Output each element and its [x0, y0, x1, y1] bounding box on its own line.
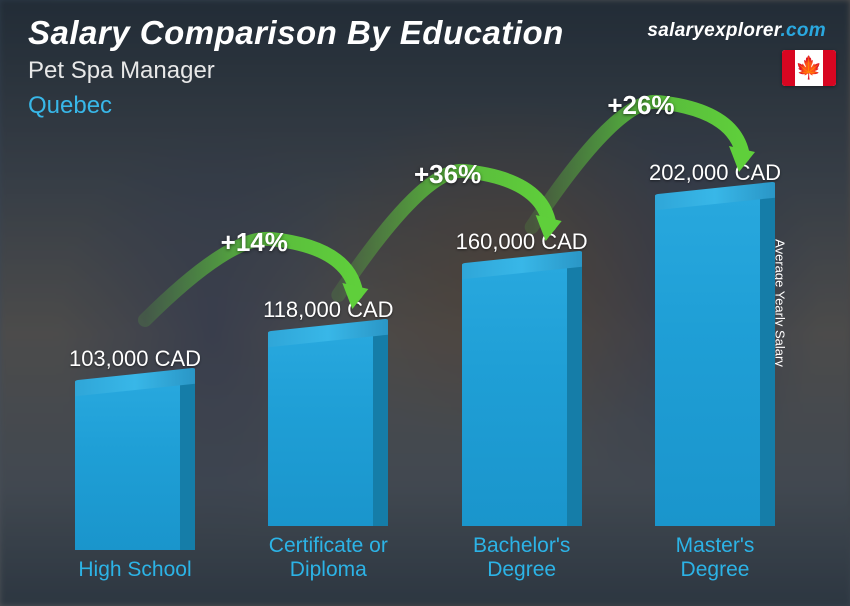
bar-column: 202,000 CAD Master's Degree — [630, 160, 800, 582]
bar-x-label: Bachelor's Degree — [473, 534, 570, 582]
maple-leaf-icon: 🍁 — [795, 57, 822, 79]
content-root: Salary Comparison By Education Pet Spa M… — [0, 0, 850, 606]
brand-logo: salaryexplorer.com — [647, 20, 826, 42]
bar-front-face — [462, 265, 582, 526]
bar-column: 160,000 CAD Bachelor's Degree — [437, 229, 607, 582]
bar-chart: 103,000 CAD High School 118,000 CAD Certifi… — [50, 130, 800, 582]
bar-column: 103,000 CAD High School — [50, 346, 220, 582]
location: Quebec — [28, 92, 112, 120]
bar — [462, 265, 582, 526]
increase-pct-label: +36% — [414, 159, 481, 190]
bar-x-label: Master's Degree — [676, 534, 755, 582]
bar-x-label: Certificate or Diploma — [269, 534, 388, 582]
job-title: Pet Spa Manager — [28, 57, 215, 85]
page-title: Salary Comparison By Education — [28, 14, 564, 52]
bar-value-label: 103,000 CAD — [69, 346, 201, 372]
bar — [268, 333, 388, 526]
brand-domain: .com — [780, 20, 826, 41]
bar-front-face — [75, 382, 195, 550]
bar-front-face — [655, 196, 775, 526]
bar — [75, 382, 195, 550]
bar-value-label: 160,000 CAD — [456, 229, 588, 255]
brand-name: salaryexplorer — [647, 20, 780, 41]
bar-column: 118,000 CAD Certificate or Diploma — [243, 297, 413, 582]
bar-value-label: 202,000 CAD — [649, 160, 781, 186]
bar — [655, 196, 775, 526]
increase-pct-label: +26% — [607, 90, 674, 121]
bar-front-face — [268, 333, 388, 526]
increase-pct-label: +14% — [221, 227, 288, 258]
flag-canada: 🍁 — [782, 50, 836, 86]
bar-x-label: High School — [78, 558, 191, 582]
bar-value-label: 118,000 CAD — [263, 297, 393, 323]
